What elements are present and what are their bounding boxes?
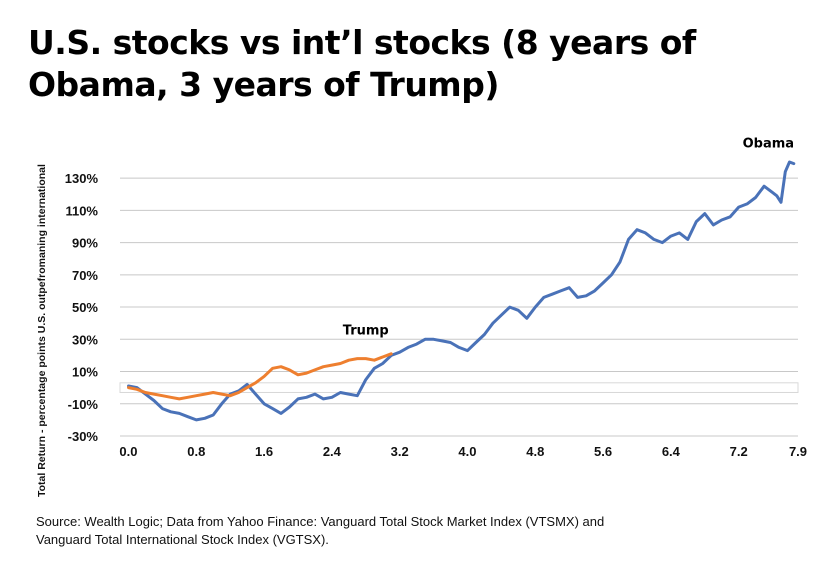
y-tick-labels: -30% -10% 10% 30% 50% 70% 90% 110% 130% — [65, 171, 99, 444]
y-tick-label: 130% — [65, 171, 99, 186]
y-tick-label: -10% — [68, 397, 99, 412]
source-note: Source: Wealth Logic; Data from Yahoo Fi… — [36, 513, 756, 549]
x-tick-label: 7.2 — [730, 444, 748, 459]
series-line-obama — [127, 160, 796, 422]
annotation-trump: Trump — [343, 323, 389, 338]
y-tick-label: -30% — [68, 429, 99, 444]
x-tick-label: 7.9 — [789, 444, 807, 459]
line-chart: -30% -10% 10% 30% 50% 70% 90% 110% 130% 0.0 0.8 1.… — [65, 136, 807, 459]
source-line-1: Source: Wealth Logic; Data from Yahoo Fi… — [36, 514, 605, 529]
y-tick-label: 50% — [72, 300, 98, 315]
x-tick-label: 2.4 — [323, 444, 342, 459]
x-tick-label: 4.0 — [458, 444, 476, 459]
series-lines — [127, 160, 796, 422]
x-tick-label: 3.2 — [391, 444, 409, 459]
y-tick-label: 30% — [72, 332, 98, 347]
series-line-trump — [127, 352, 393, 401]
x-tick-label: 6.4 — [662, 444, 681, 459]
x-tick-label: 5.6 — [594, 444, 612, 459]
x-tick-label: 1.6 — [255, 444, 273, 459]
chart-title: U.S. stocks vs int’l stocks (8 years of … — [28, 23, 696, 104]
zero-band — [119, 382, 799, 393]
y-tick-label: 70% — [72, 268, 98, 283]
gridlines — [119, 177, 799, 437]
y-tick-label: 10% — [72, 365, 98, 380]
x-tick-labels: 0.0 0.8 1.6 2.4 3.2 4.0 4.8 5.6 6.4 7.2 7.9 — [119, 444, 807, 459]
y-tick-label: 90% — [72, 236, 98, 251]
x-tick-label: 4.8 — [526, 444, 544, 459]
annotation-obama: Obama — [743, 136, 794, 151]
x-tick-label: 0.0 — [119, 444, 137, 459]
annotations: Obama Trump — [343, 136, 794, 338]
y-tick-label: 110% — [65, 203, 98, 218]
x-tick-label: 0.8 — [187, 444, 205, 459]
source-line-2: Vanguard Total International Stock Index… — [36, 532, 329, 547]
